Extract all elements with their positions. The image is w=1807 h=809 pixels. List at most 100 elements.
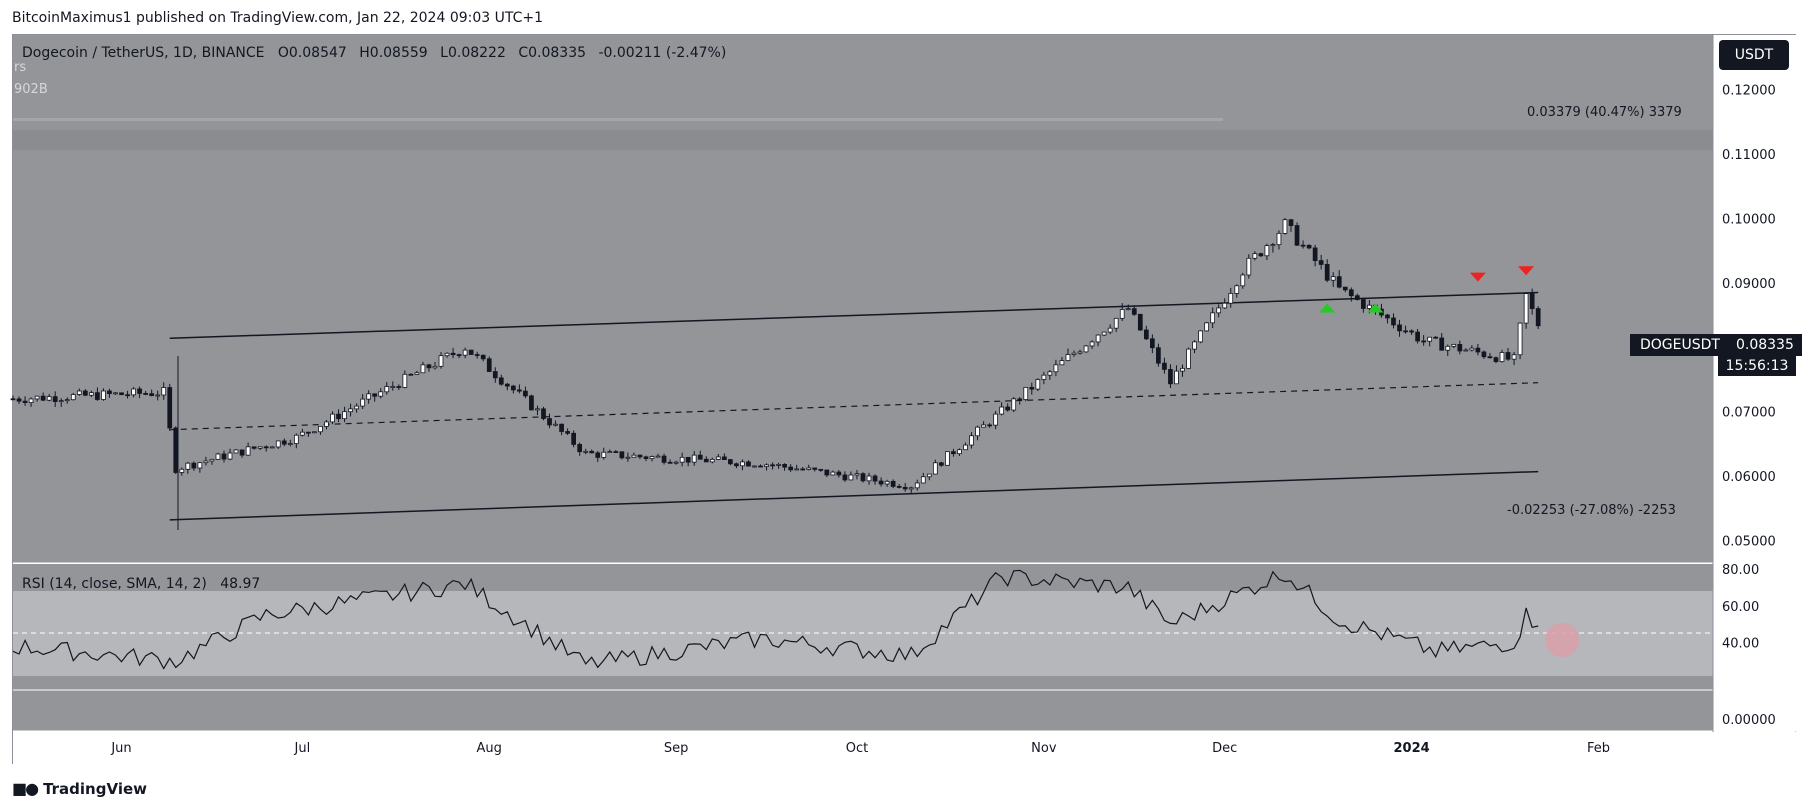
candle	[203, 456, 209, 466]
candle-body	[975, 426, 980, 437]
candle	[1300, 240, 1306, 249]
candle-body	[179, 468, 185, 473]
candle-body	[1035, 379, 1041, 390]
candle-body	[1391, 317, 1396, 326]
candle	[667, 459, 673, 464]
candle	[764, 463, 769, 471]
candle-body	[631, 454, 637, 458]
candle	[444, 352, 450, 358]
candle	[1095, 334, 1101, 347]
price-tick-label: 0.11000	[1722, 148, 1776, 163]
candle-body	[167, 387, 173, 429]
candle	[649, 455, 655, 462]
candle	[963, 442, 968, 451]
candle	[1282, 218, 1288, 235]
candle	[782, 463, 787, 471]
currency-button[interactable]: USDT	[1719, 40, 1789, 70]
candle-body	[1023, 387, 1029, 400]
candle-body	[1342, 286, 1348, 291]
candle	[1119, 303, 1125, 321]
rsi-highlight-circle	[1545, 623, 1579, 657]
candle-body	[64, 399, 70, 402]
candle	[559, 423, 564, 436]
candle-body	[1403, 330, 1408, 333]
candle-body	[1131, 308, 1137, 315]
tradingview-logo[interactable]: ■● TradingView	[12, 779, 147, 798]
candle-body	[902, 486, 908, 490]
candle-body	[1385, 314, 1390, 319]
candle	[125, 390, 130, 399]
resistance-arrow	[1469, 272, 1486, 282]
rsi-legend: RSI (14, close, SMA, 14, 2) 48.97	[22, 576, 260, 592]
candle-body	[1354, 295, 1360, 300]
candle-body	[281, 440, 287, 445]
candle	[1065, 348, 1071, 362]
candle	[842, 471, 848, 482]
candle	[498, 374, 504, 386]
rsi-tick-label: 0.00000	[1722, 713, 1776, 728]
candle-body	[1234, 285, 1240, 294]
candle	[426, 363, 432, 372]
candle	[812, 467, 818, 472]
candle-body	[245, 446, 251, 456]
candle-body	[1409, 330, 1414, 333]
candle-body	[818, 468, 824, 471]
candle-body	[697, 454, 703, 460]
candle	[185, 461, 191, 474]
candle	[408, 373, 414, 376]
candle-body	[1252, 253, 1258, 259]
candle-body	[10, 398, 16, 401]
candle-body	[251, 446, 257, 449]
rsi-tick-label: 40.00	[1722, 637, 1759, 652]
candle	[1125, 304, 1131, 311]
candle	[1101, 331, 1107, 337]
candle-body	[486, 358, 492, 372]
candle	[878, 477, 884, 487]
support-arrow	[1319, 303, 1336, 313]
candle-body	[577, 444, 583, 453]
candle-body	[607, 451, 613, 454]
candle-body	[1119, 309, 1125, 319]
candle	[119, 392, 124, 396]
candle-body	[131, 388, 136, 396]
candle	[293, 433, 299, 449]
candle	[1505, 348, 1511, 361]
candle-body	[95, 392, 100, 400]
candle	[215, 452, 221, 460]
candle	[1354, 293, 1360, 301]
candle-body	[1041, 374, 1047, 380]
candle-body	[625, 456, 631, 459]
candle	[1041, 371, 1047, 385]
candle-body	[601, 451, 607, 458]
candle	[1240, 272, 1246, 289]
price-tick-label: 0.09000	[1722, 277, 1776, 292]
candle-body	[269, 446, 275, 449]
candle-body	[34, 395, 40, 400]
last-price-tag: DOGEUSDT 0.08335	[1630, 334, 1802, 356]
candle-body	[655, 455, 661, 458]
candle-body	[354, 405, 359, 410]
rsi-legend-name: RSI (14, close, SMA, 14, 2)	[22, 576, 207, 592]
candle	[155, 390, 161, 401]
candle	[1252, 251, 1258, 261]
candle	[324, 419, 329, 430]
candle-body	[969, 435, 974, 446]
candle	[251, 446, 257, 450]
candle	[354, 403, 359, 413]
candle	[1059, 356, 1065, 366]
legend-sub-1: rs	[14, 60, 27, 75]
candle	[553, 420, 558, 427]
candle	[1131, 305, 1137, 316]
legend-low-label: L	[440, 45, 448, 61]
publisher-line: BitcoinMaximus1 published on TradingView…	[12, 10, 544, 26]
candle	[1210, 307, 1216, 329]
candle	[161, 382, 167, 400]
candle-body	[1415, 331, 1420, 342]
candle	[571, 430, 576, 448]
candle	[1107, 324, 1113, 335]
candle	[58, 398, 64, 407]
candle-body	[529, 395, 534, 411]
candle-body	[1258, 253, 1264, 257]
legend-low: 0.08222	[447, 45, 506, 61]
